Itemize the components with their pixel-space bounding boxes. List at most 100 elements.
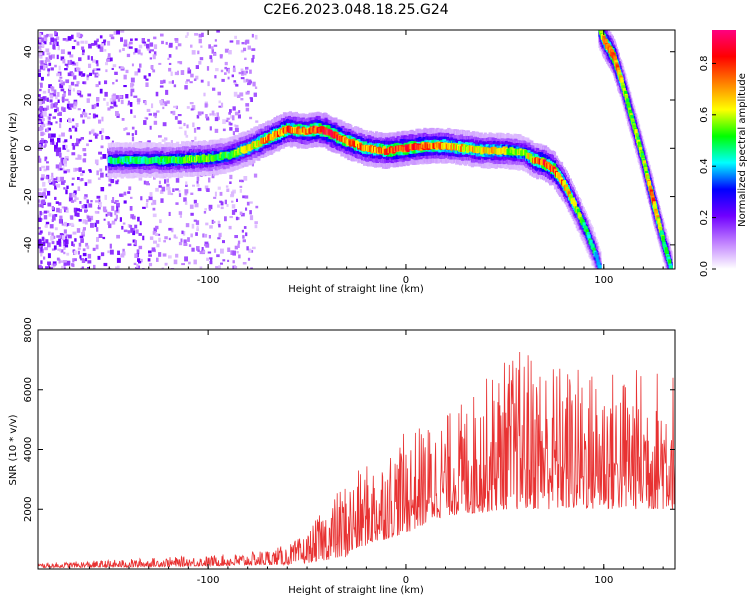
spectrogram-noise-cell (133, 95, 138, 98)
spectrogram-noise-cell (53, 245, 57, 250)
spectrogram-noise-cell (50, 142, 53, 145)
spectrogram-noise-cell (227, 68, 230, 74)
spectrogram-noise-cell (100, 187, 105, 192)
spectrogram-noise-cell (217, 220, 221, 226)
spectrogram-noise-cell (75, 157, 78, 160)
spectrogram-noise-cell (224, 66, 227, 70)
spectrogram-noise-cell (87, 116, 91, 120)
spectrogram-noise-cell (38, 199, 41, 203)
spectrogram-noise-cell (87, 267, 90, 269)
spectrogram-noise-cell (214, 75, 217, 79)
spectrogram-noise-cell (63, 180, 66, 183)
spectrogram-noise-cell (245, 39, 250, 44)
spectrogram-noise-cell (147, 38, 150, 42)
spectrogram-noise-cell (232, 106, 236, 111)
spectrogram-noise-cell (151, 247, 156, 252)
spectrogram-noise-cell (69, 192, 73, 198)
spectrogram-noise-cell (40, 83, 43, 88)
spectrogram-noise-cell (72, 118, 75, 122)
spectrogram-noise-cell (155, 91, 159, 97)
spectrogram-noise-cell (185, 184, 188, 187)
spectrogram-noise-cell (48, 265, 50, 269)
spectrogram-noise-cell (170, 111, 173, 114)
spectrogram-noise-cell (63, 265, 66, 269)
spectrogram-noise-cell (47, 190, 51, 196)
spectrogram-noise-cell (136, 98, 141, 102)
spectrogram-noise-cell (97, 206, 100, 210)
spectrogram-noise-cell (222, 240, 225, 244)
spectrogram-noise-cell (190, 44, 193, 48)
spectrogram-noise-cell (96, 170, 99, 176)
spectrogram-noise-cell (54, 185, 57, 190)
spectrogram-noise-cell (127, 191, 131, 194)
spectrogram-noise-cell (193, 78, 197, 81)
spectrogram-ridge-cell (594, 251, 598, 258)
spectrogram-noise-cell (55, 94, 58, 100)
spectrogram-noise-cell (173, 84, 177, 88)
spectrogram-noise-cell (46, 33, 49, 37)
spectrogram-noise-cell (38, 217, 42, 222)
spectrogram-noise-cell (206, 66, 210, 71)
spectrogram-noise-cell (106, 58, 110, 62)
spectrogram-noise-cell (170, 192, 174, 196)
spectrogram-noise-cell (244, 40, 247, 45)
spectrogram-noise-cell (183, 239, 187, 245)
spectrogram-noise-cell (62, 167, 65, 170)
spectrogram-noise-cell (105, 69, 108, 73)
spectrogram-noise-cell (224, 199, 227, 205)
spectrogram-noise-cell (38, 46, 41, 49)
y-tick-label: 6000 (23, 377, 34, 402)
spectrogram-noise-cell (66, 169, 71, 173)
spectrogram-noise-cell (66, 103, 70, 109)
spectrogram-noise-cell (122, 222, 126, 225)
spectrogram-noise-cell (227, 259, 230, 262)
spectrogram-noise-cell (42, 181, 46, 187)
spectrogram-noise-cell (178, 241, 183, 246)
spectrogram-noise-cell (51, 133, 55, 138)
spectrogram-noise-cell (41, 203, 44, 209)
spectrogram-noise-cell (158, 237, 161, 242)
spectrogram-noise-cell (38, 144, 42, 149)
spectrogram-noise-cell (250, 267, 253, 269)
spectrogram-noise-cell (128, 41, 133, 45)
spectrogram-noise-cell (228, 50, 232, 55)
spectrogram-noise-cell (50, 138, 54, 143)
spectrogram-noise-cell (255, 205, 259, 209)
spectrogram-noise-cell (44, 112, 47, 117)
spectrogram-noise-cell (82, 49, 85, 53)
spectrogram-noise-cell (166, 183, 170, 187)
x-tick-label: 0 (403, 275, 409, 286)
y-tick-label: 2000 (23, 497, 34, 522)
snr-y-label: SNR (10 * v/v) (8, 414, 19, 485)
spectrogram-noise-cell (255, 120, 259, 123)
spectrogram-noise-cell (71, 183, 74, 186)
spectrogram-noise-cell (245, 70, 248, 74)
spectrogram-noise-cell (195, 65, 199, 69)
spectrogram-noise-cell (242, 195, 246, 199)
spectrogram-noise-cell (38, 227, 41, 230)
spectrogram-noise-cell (236, 94, 241, 98)
spectrogram-noise-cell (41, 212, 44, 215)
spectrogram-noise-cell (245, 66, 249, 70)
spectrogram-noise-cell (104, 80, 108, 85)
spectrogram-noise-cell (158, 135, 162, 138)
spectrogram-noise-cell (74, 84, 79, 87)
spectrogram-ridge-cell (668, 259, 672, 266)
spectrogram-frame (37, 29, 676, 270)
spectrogram-noise-cell (59, 152, 62, 158)
spectrogram-ridge-cell (646, 175, 650, 182)
spectrogram-noise-cell (127, 43, 131, 49)
spectrogram-noise-cell (148, 262, 153, 267)
spectrogram-noise-cell (38, 192, 42, 197)
spectrogram-noise-cell (241, 229, 244, 233)
spectrogram-noise-cell (41, 121, 44, 125)
spectrogram-noise-cell (172, 188, 175, 192)
spectrogram-noise-cell (54, 214, 58, 217)
spectrogram-noise-cell (55, 176, 59, 181)
spectrogram-noise-cell (245, 91, 250, 95)
spectrogram-noise-cell (159, 100, 163, 104)
spectrogram-noise-cell (211, 49, 214, 54)
spectrogram-noise-cell (179, 215, 182, 218)
spectrogram-noise-cell (116, 202, 120, 208)
spectrogram-noise-cell (44, 60, 48, 65)
